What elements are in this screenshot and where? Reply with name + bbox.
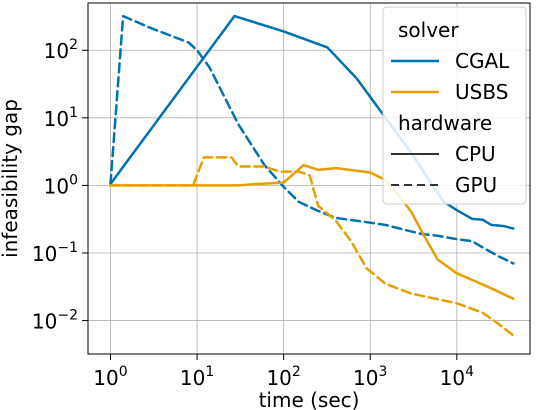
y-axis-title: infeasibility gap xyxy=(0,99,22,258)
x-tick-label: 103 xyxy=(353,364,387,390)
legend-label-cpu: CPU xyxy=(455,142,496,166)
legend-title-hardware: hardware xyxy=(398,111,492,135)
y-tick-label: 10−2 xyxy=(32,308,78,334)
plot-frame xyxy=(87,2,531,355)
x-tick-label: 100 xyxy=(93,364,127,390)
x-tick-label: 102 xyxy=(266,364,300,390)
series-line-usbs-cpu xyxy=(109,163,515,301)
y-tick-label: 102 xyxy=(44,37,78,63)
legend-label-gpu: GPU xyxy=(455,173,497,197)
legend-title-solver: solver xyxy=(398,18,459,42)
series-line-usbs-gpu xyxy=(109,156,515,337)
x-tick-label: 104 xyxy=(440,364,474,390)
y-tick-label: 10−1 xyxy=(32,240,78,266)
y-tick-label: 101 xyxy=(44,105,78,131)
legend: solver CGAL USBS hardware CPU GPU xyxy=(382,6,527,205)
legend-label-cgal: CGAL xyxy=(455,49,510,73)
y-tick-label: 100 xyxy=(44,172,78,198)
legend-label-usbs: USBS xyxy=(455,80,508,104)
ticks: 100 101 102 103 104 10−2 10−1 100 101 102 xyxy=(32,37,474,390)
x-axis-title: time (sec) xyxy=(259,388,360,410)
x-tick-label: 101 xyxy=(180,364,214,390)
